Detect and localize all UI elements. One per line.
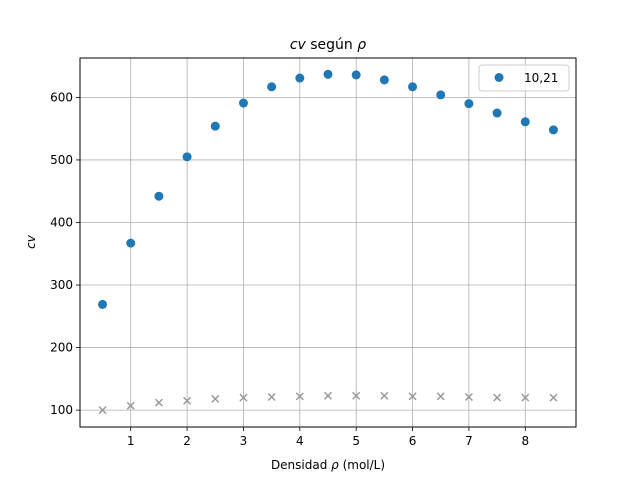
- y-tick-label: 400: [50, 215, 73, 229]
- x-tick-label: 8: [521, 434, 529, 448]
- data-point-x: [323, 391, 333, 400]
- x-axis-label: Densidad ρ (mol/L): [271, 458, 385, 472]
- data-point-x-stroke: [352, 391, 361, 400]
- data-point-circle: [323, 69, 333, 79]
- data-point-circle: [492, 108, 502, 118]
- data-point-x: [464, 392, 473, 402]
- x-tick-label: 1: [127, 434, 135, 448]
- y-tick-label: 300: [50, 278, 73, 292]
- xlabel-prefix: Densidad: [271, 458, 331, 472]
- data-point-circle: [154, 191, 164, 201]
- data-point-x-stroke: [408, 392, 417, 401]
- y-tick-label: 200: [50, 341, 73, 355]
- xlabel-rho: ρ: [331, 458, 339, 472]
- data-point-circle: [295, 73, 305, 83]
- data-point-x: [98, 406, 107, 415]
- data-point-x: [239, 393, 248, 402]
- data-point-x-stroke: [521, 393, 530, 402]
- x-tick-label: 2: [183, 434, 191, 448]
- data-point-x-stroke: [154, 398, 163, 407]
- data-point-x-stroke: [464, 392, 473, 402]
- data-point-x-stroke: [493, 393, 502, 402]
- data-point-x: [380, 391, 389, 400]
- data-marks: [98, 69, 558, 415]
- data-point-circle: [464, 99, 474, 109]
- data-point-circle: [520, 117, 530, 127]
- data-point-x: [295, 392, 304, 401]
- title-middle: según: [306, 37, 357, 53]
- data-point-x-stroke: [211, 394, 220, 403]
- x-tick-label: 3: [240, 434, 248, 448]
- data-point-x-stroke: [267, 392, 276, 402]
- legend-box: [478, 64, 570, 92]
- data-point-x-stroke: [239, 393, 248, 402]
- data-point-circle: [408, 82, 418, 92]
- data-point-x-stroke: [323, 391, 333, 400]
- data-point-x: [154, 398, 163, 407]
- y-tick-label: 100: [50, 403, 73, 417]
- data-point-x: [436, 392, 445, 401]
- data-point-circle: [238, 98, 248, 108]
- data-point-circle: [379, 75, 389, 85]
- axis-ticks: 1 2 3 4 5 6 7 8 100 200 300 400 500 600: [50, 90, 529, 448]
- data-point-x-stroke: [183, 396, 192, 405]
- data-point-x: [183, 396, 192, 405]
- x-tick-label: 6: [409, 434, 417, 448]
- legend: 10,21: [478, 64, 570, 92]
- title-var: cv: [290, 37, 307, 53]
- x-tick-label: 5: [352, 434, 360, 448]
- xlabel-suffix: (mol/L): [339, 458, 385, 472]
- data-point-x-stroke: [98, 406, 107, 415]
- legend-marker-circle: [494, 73, 504, 82]
- data-point-x: [267, 392, 276, 402]
- data-point-circle: [210, 121, 220, 131]
- data-point-circle: [98, 299, 108, 309]
- data-point-x: [126, 401, 135, 410]
- y-axis-label: cv: [24, 234, 38, 249]
- data-point-x-stroke: [295, 392, 304, 401]
- data-point-circle: [351, 70, 361, 80]
- data-point-x-stroke: [549, 393, 558, 402]
- data-point-x-stroke: [126, 401, 135, 410]
- data-point-x: [549, 393, 558, 402]
- data-point-x-stroke: [436, 392, 445, 401]
- data-point-x: [352, 391, 361, 400]
- x-tick-label: 7: [465, 434, 473, 448]
- data-point-circle: [126, 238, 136, 248]
- x-tick-label: 4: [296, 434, 304, 448]
- legend-entry-label: 10,21: [524, 71, 558, 85]
- data-point-circle: [182, 152, 192, 162]
- y-tick-label: 600: [50, 90, 73, 104]
- data-point-x-stroke: [380, 391, 389, 400]
- y-tick-label: 500: [50, 153, 73, 167]
- title-rho: ρ: [357, 37, 366, 53]
- data-point-circle: [436, 90, 446, 100]
- data-point-x: [521, 393, 530, 402]
- data-point-x: [408, 392, 417, 401]
- data-point-circle: [548, 125, 558, 135]
- data-point-x: [493, 393, 502, 402]
- chart-title: cv según ρ: [290, 37, 366, 53]
- data-point-x: [211, 394, 220, 403]
- data-point-circle: [267, 82, 277, 92]
- plot-area-frame: [79, 57, 577, 428]
